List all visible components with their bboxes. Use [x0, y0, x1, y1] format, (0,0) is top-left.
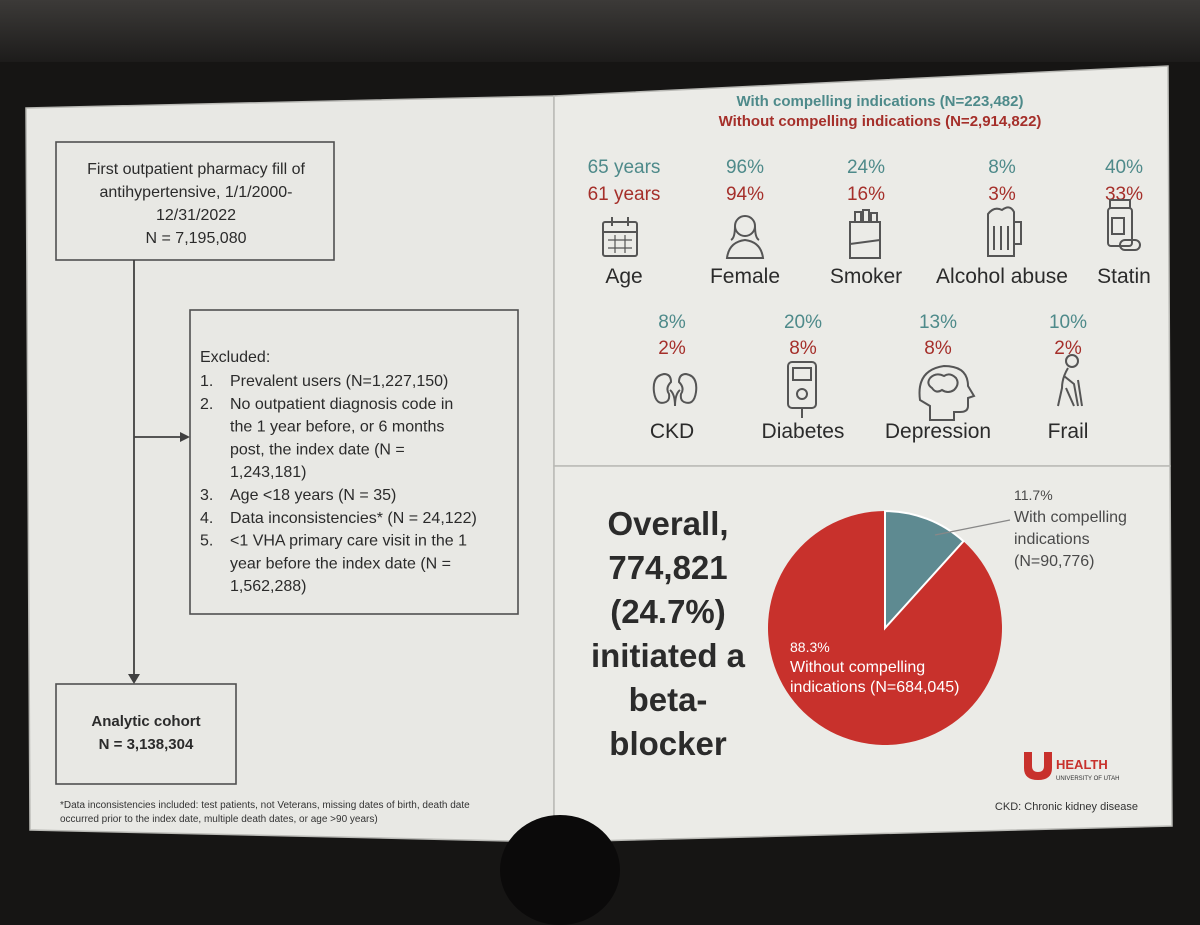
excluded-item-text: No outpatient diagnosis code in	[230, 396, 453, 413]
characteristic-label: Age	[605, 265, 642, 288]
overall-line: initiated a	[591, 637, 746, 674]
pie-with-label-line: (N=90,776)	[1014, 553, 1095, 570]
first-fill-line-4: N = 7,195,080	[146, 230, 247, 247]
statin-icon	[1107, 199, 1141, 251]
university-of-utah-health-logo: HEALTH UNIVERSITY OF UTAH	[1024, 752, 1119, 782]
value-with-compelling: 10%	[1049, 312, 1087, 333]
audience-head	[500, 815, 620, 925]
excluded-item-text: year before the index date (N =	[230, 555, 451, 572]
characteristic-label: Diabetes	[762, 420, 845, 443]
flow-arrowhead-down	[128, 674, 140, 684]
excluded-box	[189, 309, 519, 615]
flow-arrowhead-right	[180, 432, 190, 442]
pie-with-label-line: With compelling	[1014, 509, 1127, 526]
overall-line: blocker	[609, 725, 727, 762]
value-without-compelling: 2%	[658, 338, 686, 359]
overall-line: (24.7%)	[610, 593, 726, 630]
excluded-item-number: 2.	[200, 396, 213, 413]
pie-slice-with-compelling	[884, 509, 965, 631]
pie-without-label-line: indications (N=684,045)	[790, 679, 959, 696]
characteristic-label: CKD	[650, 420, 694, 443]
logo-university: UNIVERSITY OF UTAH	[1056, 776, 1119, 782]
characteristic-label: Alcohol abuse	[936, 265, 1068, 288]
characteristic-label: Smoker	[830, 265, 902, 288]
value-without-compelling: 16%	[847, 184, 885, 205]
value-with-compelling: 20%	[784, 312, 822, 333]
kidney-icon	[652, 372, 698, 407]
excluded-list: Excluded: 1. Prevalent users (N=1,227,150)…	[200, 349, 477, 595]
excluded-item-number: 5.	[200, 533, 213, 550]
first-fill-line-1: First outpatient pharmacy fill of	[87, 161, 305, 178]
overall-line: 774,821	[608, 549, 727, 586]
data-footnote-line-1: *Data inconsistencies included: test pat…	[60, 800, 470, 811]
legend-with-compelling: With compelling indications (N=223,482)	[736, 93, 1023, 110]
alcohol-icon	[987, 206, 1022, 257]
value-without-compelling: 61 years	[588, 184, 661, 205]
characteristic-label: Statin	[1097, 265, 1151, 288]
glucometer-icon	[787, 361, 817, 418]
pie-without-label-line: 88.3%	[790, 639, 830, 655]
data-footnote-line-2: occurred prior to the index date, multip…	[60, 814, 378, 825]
characteristics-row-2: 8% 2% CKD 20% 8% Diabetes 13% 8% Depression 10% 2%…	[650, 312, 1089, 443]
value-with-compelling: 65 years	[588, 157, 661, 178]
pie-label-with: 11.7% With compelling indications (N=90,776…	[1014, 487, 1127, 570]
female-icon	[725, 215, 765, 259]
cohort-pie-chart	[768, 509, 1003, 745]
characteristic-label: Female	[710, 265, 780, 288]
pie-without-label-line: Without compelling	[790, 659, 925, 676]
value-with-compelling: 13%	[919, 312, 957, 333]
pie-label-without: 88.3% Without compelling indications (N=68…	[790, 639, 959, 696]
excluded-item-text: the 1 year before, or 6 months	[230, 419, 444, 436]
cohort-title: Analytic cohort	[91, 713, 200, 730]
excluded-item-number: 4.	[200, 510, 213, 527]
ceiling	[0, 0, 1200, 62]
analytic-cohort-box	[55, 683, 237, 785]
excluded-item-number: 1.	[200, 373, 213, 390]
overall-statement: Overall, 774,821 (24.7%) initiated a beta-bl…	[591, 505, 746, 762]
excluded-item-text: Prevalent users (N=1,227,150)	[230, 373, 448, 390]
value-without-compelling: 8%	[789, 338, 817, 359]
excluded-item-text: Age <18 years (N = 35)	[230, 487, 396, 504]
smoker-icon	[849, 209, 881, 259]
value-with-compelling: 8%	[658, 312, 686, 333]
excluded-item-text: 1,243,181)	[230, 464, 307, 481]
overall-line: Overall,	[607, 505, 728, 542]
overall-line: beta-	[629, 681, 708, 718]
value-with-compelling: 40%	[1105, 157, 1143, 178]
excluded-item-text: <1 VHA primary care visit in the 1	[230, 533, 467, 550]
value-without-compelling: 2%	[1054, 338, 1082, 359]
characteristics-row-1: 65 years 61 years Age 96% 94% Female 24% 16% Smo…	[588, 157, 1151, 288]
first-fill-box	[55, 141, 335, 261]
frail-person-icon	[1057, 354, 1083, 407]
age-icon	[602, 217, 638, 257]
first-fill-line-2: antihypertensive, 1/1/2000-	[99, 184, 292, 201]
excluded-item-text: Data inconsistencies* (N = 24,122)	[230, 510, 477, 527]
first-fill-line-3: 12/31/2022	[156, 207, 236, 224]
excluded-title: Excluded:	[200, 349, 270, 366]
characteristic-label: Depression	[885, 420, 991, 443]
value-with-compelling: 96%	[726, 157, 764, 178]
value-without-compelling: 8%	[924, 338, 952, 359]
brain-icon	[918, 364, 976, 421]
pie-with-label-line: 11.7%	[1014, 487, 1053, 503]
projected-slide: First outpatient pharmacy fill of antihy…	[25, 65, 1173, 843]
legend-without-compelling: Without compelling indications (N=2,914,…	[719, 113, 1042, 130]
pie-leader-line	[934, 519, 1011, 536]
value-with-compelling: 24%	[847, 157, 885, 178]
cohort-count: N = 3,138,304	[99, 736, 194, 753]
characteristic-label: Frail	[1048, 420, 1089, 443]
logo-health: HEALTH	[1056, 757, 1108, 772]
value-without-compelling: 94%	[726, 184, 764, 205]
excluded-item-text: 1,562,288)	[230, 578, 307, 595]
value-with-compelling: 8%	[988, 157, 1016, 178]
excluded-item-text: post, the index date (N =	[230, 441, 405, 458]
value-without-compelling: 3%	[988, 184, 1016, 205]
ckd-footnote: CKD: Chronic kidney disease	[995, 801, 1138, 813]
pie-with-label-line: indications	[1014, 531, 1090, 548]
excluded-item-number: 3.	[200, 487, 213, 504]
